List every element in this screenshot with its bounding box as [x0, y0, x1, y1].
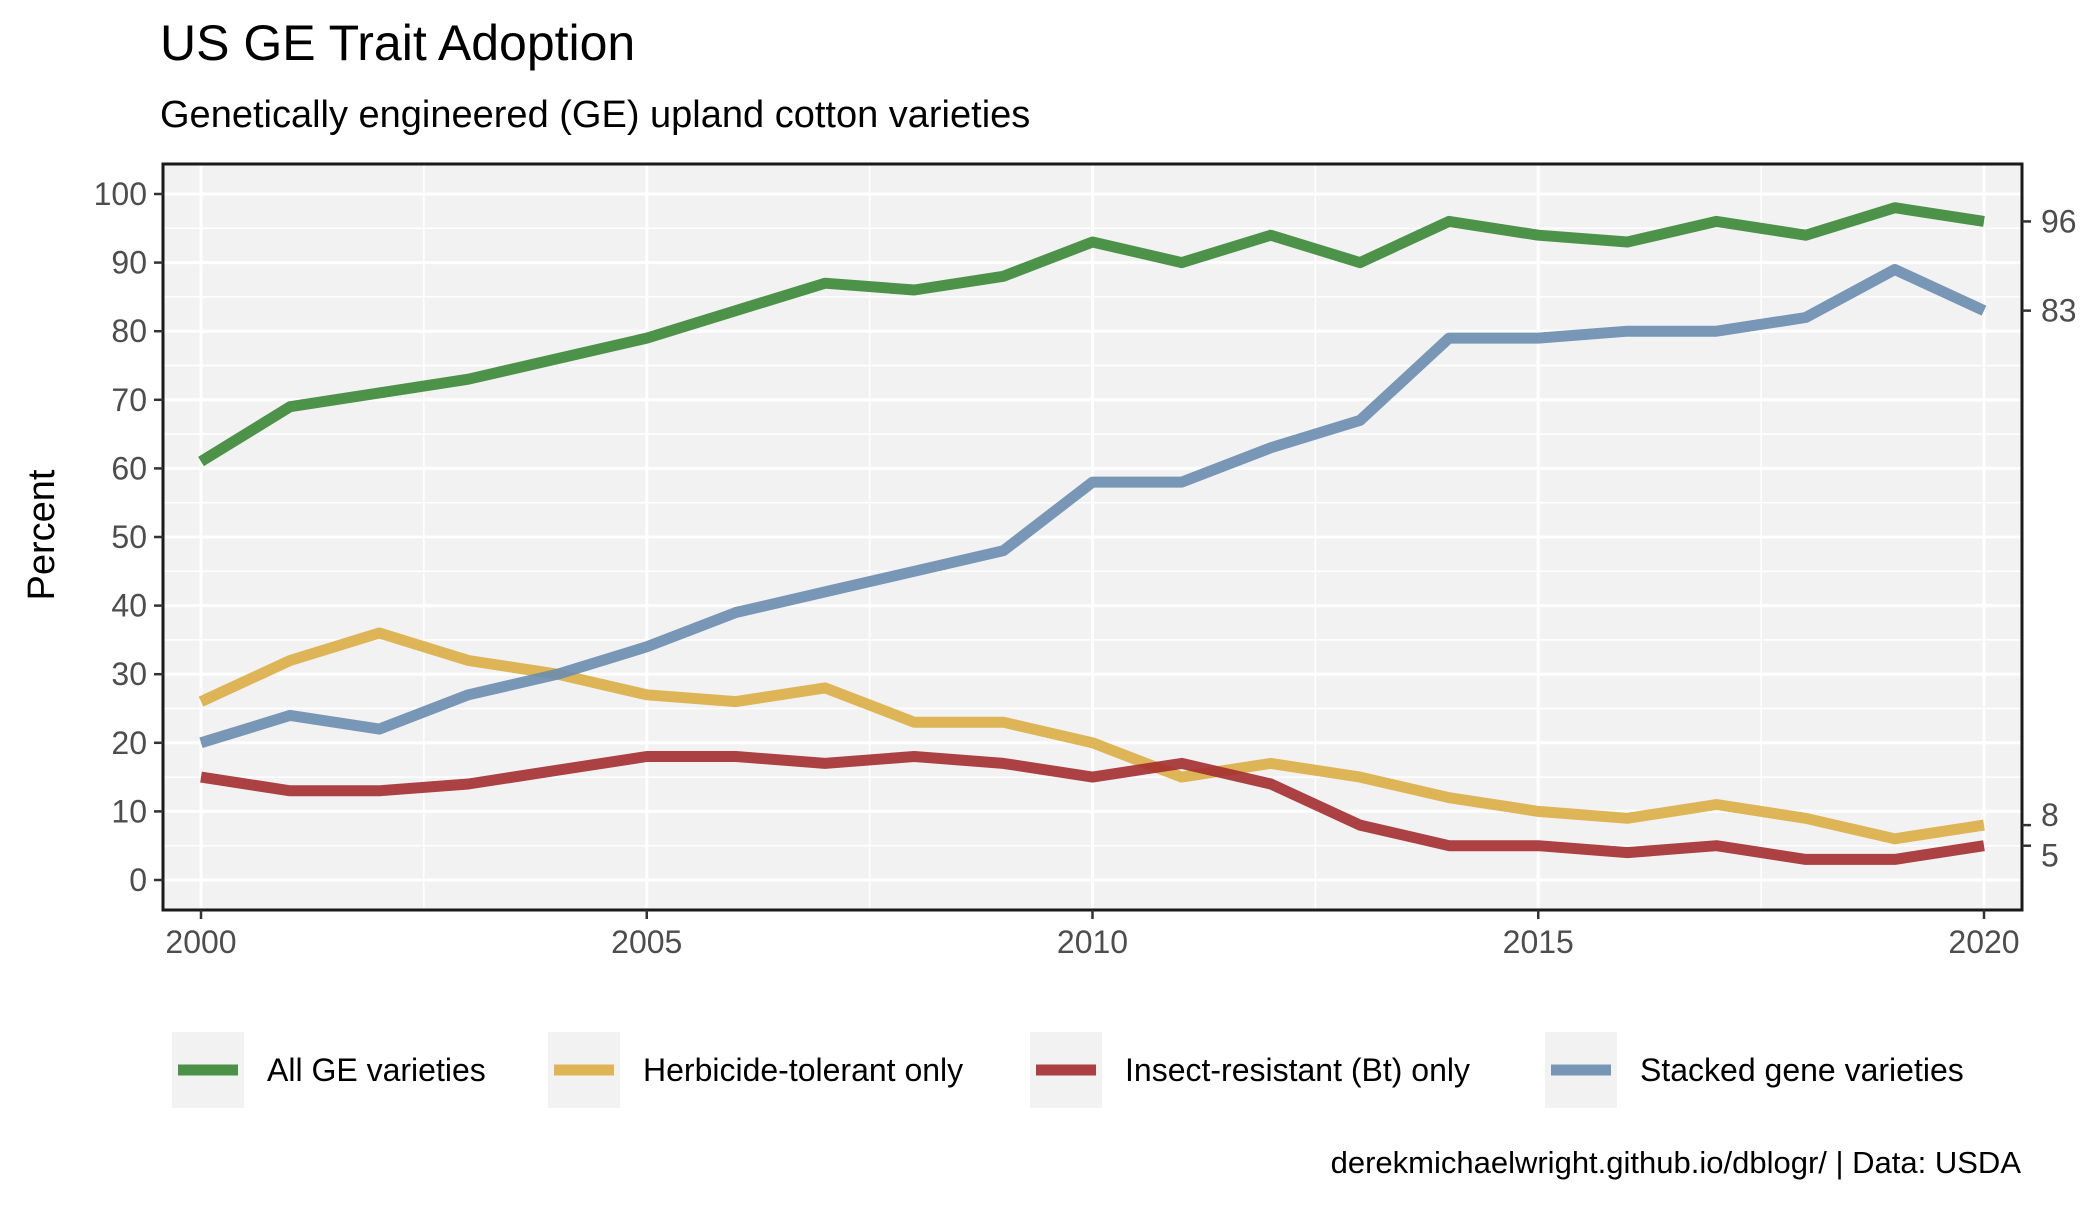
chart-caption: derekmichaelwright.github.io/dblogr/ | D… [1331, 1145, 2022, 1180]
x-tick-label: 2000 [165, 924, 236, 960]
y-tick-label: 30 [111, 656, 147, 692]
y-tick-label: 40 [111, 588, 147, 624]
y-tick-label: 20 [111, 725, 147, 761]
y-tick-label: 80 [111, 313, 147, 349]
series-line-1 [198, 627, 1985, 845]
y-tick-label: 50 [111, 519, 147, 555]
series-line-3 [199, 264, 1987, 749]
end-label-layer: 96 83 8 5 [2022, 203, 2077, 874]
y-tick-label: 0 [129, 862, 147, 898]
y-axis-title: Percent [21, 469, 63, 600]
end-label: 5 [2041, 838, 2059, 874]
y-tick-label: 60 [111, 450, 147, 486]
x-tick-label: 2015 [1503, 924, 1574, 960]
series-layer [198, 202, 1987, 865]
chart-title: US GE Trait Adoption [160, 15, 635, 71]
end-label: 8 [2041, 797, 2059, 833]
legend-label: Stacked gene varieties [1640, 1052, 1964, 1088]
y-tick-label: 100 [94, 176, 147, 212]
legend: All GE varieties Herbicide-tolerant only I… [172, 1032, 1964, 1108]
legend-label: All GE varieties [267, 1052, 486, 1088]
series-line-0 [198, 202, 1985, 467]
legend-label: Insect-resistant (Bt) only [1125, 1052, 1470, 1088]
x-tick-label: 2020 [1948, 924, 2019, 960]
x-tick-label: 2010 [1057, 924, 1128, 960]
chart-subtitle: Genetically engineered (GE) upland cotto… [160, 94, 1030, 136]
legend-label: Herbicide-tolerant only [643, 1052, 963, 1088]
x-tick-label: 2005 [611, 924, 682, 960]
axis-layer: 0 10 20 30 40 50 60 70 80 90 100 2000 2005 2010 2015 20… [94, 176, 2020, 960]
y-tick-label: 90 [111, 245, 147, 281]
series-line-2 [200, 751, 1985, 865]
end-label: 96 [2041, 203, 2077, 239]
end-label: 83 [2041, 293, 2077, 329]
y-tick-label: 70 [111, 382, 147, 418]
y-tick-label: 10 [111, 793, 147, 829]
